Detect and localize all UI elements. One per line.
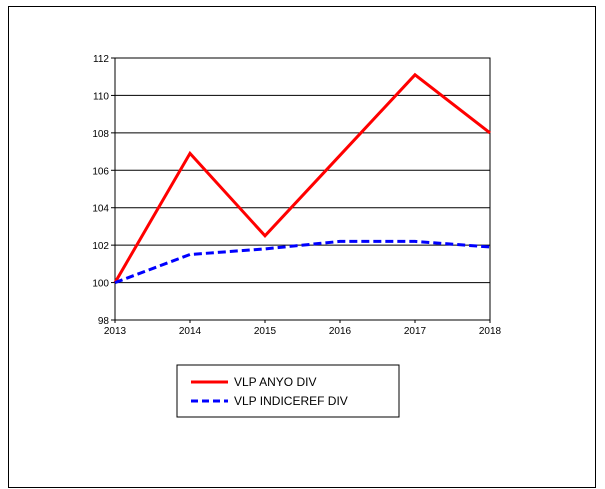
series-line-1: [114, 239, 491, 285]
legend: VLP ANYO DIV VLP INDICEREF DIV: [176, 364, 400, 418]
y-tick-label: 104: [92, 204, 109, 215]
x-tick-label: 2018: [479, 326, 502, 337]
legend-label-0: VLP ANYO DIV: [234, 375, 316, 389]
y-tick-label: 110: [93, 91, 109, 102]
plot-area: [114, 57, 491, 321]
x-axis-ticks: 2013 2014 2015 2016 2017 2018: [104, 320, 502, 337]
legend-box: [176, 364, 400, 418]
x-tick-label: 2014: [179, 326, 202, 337]
x-tick-label: 2015: [254, 326, 277, 337]
gridlines: [115, 57, 490, 321]
axes: [114, 57, 491, 321]
x-tick-label: 2017: [404, 326, 427, 337]
legend-label-1: VLP INDICEREF DIV: [234, 394, 348, 408]
y-tick-label: 106: [92, 166, 109, 177]
y-tick-label: 112: [93, 54, 109, 65]
y-axis-ticks: 98 100 102 104 106 108 110 112: [92, 54, 115, 327]
y-tick-label: 98: [98, 316, 110, 327]
series-lines: [113, 72, 491, 285]
x-tick-label: 2016: [329, 326, 352, 337]
y-tick-label: 102: [92, 241, 109, 252]
series-line-0: [113, 72, 491, 284]
x-tick-label: 2013: [104, 326, 127, 337]
y-tick-label: 100: [92, 279, 109, 290]
y-tick-label: 108: [92, 129, 109, 140]
